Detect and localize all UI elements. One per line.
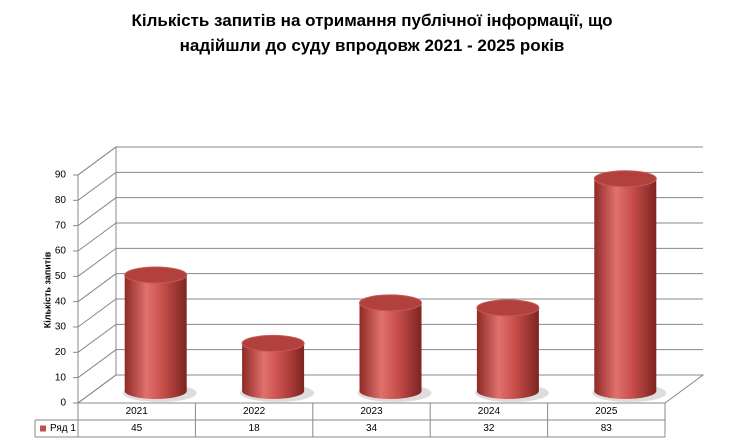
bar-top xyxy=(124,266,188,284)
x-tick-label: 2025 xyxy=(595,406,618,417)
y-tick-label: 40 xyxy=(55,296,67,307)
grid-line xyxy=(77,298,703,328)
data-label: 18 xyxy=(249,423,261,434)
y-tick-label: 80 xyxy=(55,195,67,206)
grid-line xyxy=(77,222,703,252)
grid-line xyxy=(77,247,703,277)
y-tick-label: 10 xyxy=(55,372,67,383)
data-label: 45 xyxy=(131,423,143,434)
y-tick-label: 90 xyxy=(55,170,67,181)
legend-label: Ряд 1 xyxy=(50,423,76,434)
y-tick-label: 50 xyxy=(55,271,67,282)
grid-line xyxy=(77,171,703,201)
y-tick-label: 0 xyxy=(60,398,66,409)
x-tick-label: 2022 xyxy=(243,406,266,417)
grid-line xyxy=(77,146,703,176)
bar-top xyxy=(593,170,657,188)
bar-top xyxy=(359,294,422,312)
bar xyxy=(242,343,305,399)
bar xyxy=(594,178,657,399)
y-tick-label: 20 xyxy=(55,347,67,358)
x-tick-label: 2024 xyxy=(478,406,501,417)
y-tick-label: 60 xyxy=(55,246,67,257)
bar-top xyxy=(241,334,305,352)
legend-key xyxy=(40,425,46,432)
grid-line xyxy=(77,197,703,227)
data-label: 32 xyxy=(483,423,495,434)
bar-top xyxy=(476,299,540,317)
x-tick-label: 2021 xyxy=(126,406,149,417)
grid-line xyxy=(77,273,703,303)
data-label: 34 xyxy=(366,423,378,434)
back-wall xyxy=(77,146,117,404)
y-tick-label: 70 xyxy=(55,220,67,231)
chart-title: Кількість запитів на отримання публічної… xyxy=(131,11,613,55)
y-tick-label: 30 xyxy=(55,322,67,333)
table-grid xyxy=(34,402,665,438)
bar xyxy=(476,307,539,399)
data-label: 83 xyxy=(601,423,613,434)
x-tick-label: 2023 xyxy=(360,406,383,417)
bar xyxy=(359,302,422,399)
y-axis-label: Кількість запитів xyxy=(42,251,52,328)
bar xyxy=(124,275,187,399)
